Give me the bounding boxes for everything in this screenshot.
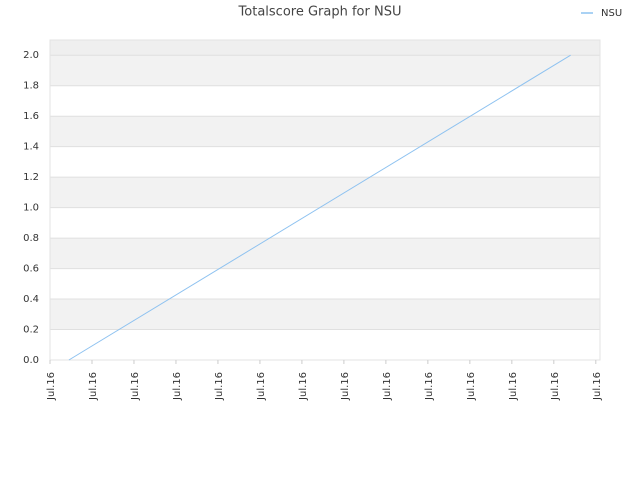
y-tick-label: 0.6 [23,264,39,275]
y-tick-label: 1.2 [23,172,39,183]
x-tick-label: Jul.16 [298,372,309,401]
y-tick-label: 0.8 [23,233,39,244]
plot-band [50,40,600,56]
x-tick-label: Jul.16 [130,372,141,401]
y-tick-label: 1.8 [23,81,39,92]
y-tick-label: 2.0 [23,50,39,61]
plot-band [50,55,600,86]
y-tick-label: 1.4 [23,142,39,153]
plot-band [50,116,600,147]
y-tick-label: 1.0 [23,203,39,214]
y-tick-label: 0.4 [23,294,39,305]
x-tick-label: Jul.16 [88,372,99,401]
x-tick-label: Jul.16 [424,372,435,401]
chart-title: Totalscore Graph for NSU [238,5,402,20]
x-tick-label: Jul.16 [592,372,603,401]
x-tick-label: Jul.16 [550,372,561,401]
y-tick-label: 1.6 [23,111,39,122]
y-tick-label: 0.2 [23,325,39,336]
x-tick-label: Jul.16 [340,372,351,401]
x-tick-label: Jul.16 [466,372,477,401]
legend-label: NSU [601,8,622,19]
plot-border [49,39,601,361]
plot-band [50,177,600,208]
series-line [68,54,571,361]
plot-band [50,238,600,269]
x-tick-label: Jul.16 [46,372,57,401]
y-tick-label: 0.0 [23,355,39,366]
x-tick-label: Jul.16 [214,372,225,401]
x-tick-label: Jul.16 [172,372,183,401]
plot-band [50,299,600,330]
x-tick-label: Jul.16 [256,372,267,401]
x-tick-label: Jul.16 [382,372,393,401]
x-tick-label: Jul.16 [508,372,519,401]
